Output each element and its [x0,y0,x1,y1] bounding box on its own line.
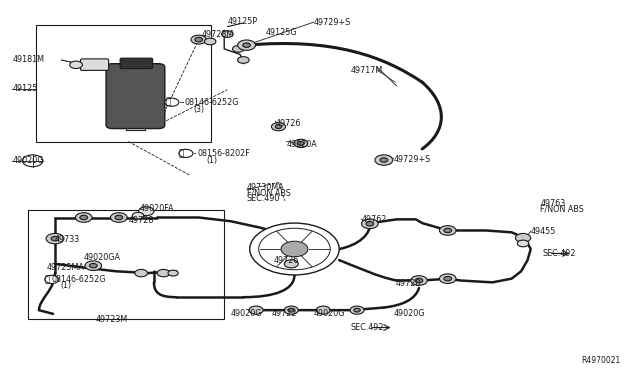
Text: (3): (3) [193,105,205,114]
Text: 49729+S: 49729+S [314,18,351,27]
Text: 49125: 49125 [12,84,38,93]
Circle shape [90,263,97,268]
Text: 49730MA: 49730MA [246,183,284,192]
Text: F/NON ABS: F/NON ABS [246,189,291,198]
Circle shape [111,213,127,222]
Circle shape [132,212,144,219]
Text: 49020G: 49020G [314,310,345,318]
Text: Ⓑ: Ⓑ [166,98,171,107]
Circle shape [243,43,250,47]
Circle shape [288,308,294,312]
Text: 49723M: 49723M [95,315,127,324]
Circle shape [275,125,282,129]
Circle shape [294,139,308,147]
Circle shape [157,269,170,277]
Text: 49733: 49733 [55,235,80,244]
Circle shape [440,274,456,283]
Circle shape [45,275,59,283]
Text: 08156-8202F: 08156-8202F [197,149,250,158]
Text: R4970021: R4970021 [581,356,620,365]
Circle shape [204,38,216,45]
Text: 49020G: 49020G [394,310,425,318]
Text: SEC.492: SEC.492 [351,323,384,332]
Text: 49726: 49726 [275,119,301,128]
Circle shape [51,236,59,241]
Circle shape [22,155,43,167]
Circle shape [237,57,249,63]
Circle shape [139,207,154,216]
Circle shape [375,155,393,165]
Circle shape [517,240,529,247]
Text: 49020G: 49020G [12,156,44,165]
Circle shape [411,276,428,285]
Circle shape [179,149,193,157]
Circle shape [195,37,202,42]
Text: SEC.490: SEC.490 [246,194,280,203]
Circle shape [70,61,83,68]
FancyBboxPatch shape [81,59,109,70]
Text: 49725MA: 49725MA [47,263,84,272]
Text: 08146-6252G: 08146-6252G [184,99,239,108]
Text: (1): (1) [206,155,218,164]
Text: 49020FA: 49020FA [140,205,175,214]
Text: 08146-6252G: 08146-6252G [52,275,106,284]
FancyBboxPatch shape [106,64,165,129]
Text: 49020GA: 49020GA [84,253,121,262]
Circle shape [281,241,308,257]
Circle shape [168,270,178,276]
Text: 49762: 49762 [362,215,387,224]
Text: 49020G: 49020G [230,310,262,318]
Text: F/NON ABS: F/NON ABS [540,205,584,214]
FancyBboxPatch shape [120,58,153,68]
Circle shape [76,213,92,222]
Circle shape [515,234,531,242]
Circle shape [284,306,298,314]
Text: 49717M: 49717M [351,66,383,75]
Circle shape [221,31,233,37]
Circle shape [85,261,102,270]
Circle shape [46,234,64,244]
Circle shape [284,260,298,268]
Text: 49722: 49722 [272,310,298,318]
Text: 49728: 49728 [129,216,154,225]
Circle shape [115,215,123,220]
Circle shape [298,141,304,145]
Text: 49763: 49763 [540,199,566,208]
Circle shape [366,222,374,226]
Text: 49728M: 49728M [202,30,234,39]
Text: 49181M: 49181M [12,55,44,64]
Text: 49726: 49726 [274,256,300,265]
Circle shape [191,35,206,44]
Circle shape [80,215,88,220]
Text: Ⓑ: Ⓑ [44,275,49,284]
Circle shape [237,40,255,50]
Circle shape [354,308,360,312]
Circle shape [415,278,423,283]
Circle shape [380,158,388,162]
Text: 49455: 49455 [531,227,556,236]
Text: 49125P: 49125P [227,17,257,26]
Circle shape [444,228,452,233]
Circle shape [444,276,452,281]
Text: (1): (1) [61,281,72,290]
Text: 49720: 49720 [396,279,420,288]
Text: SEC.492: SEC.492 [542,249,576,258]
Text: Ⓡ: Ⓡ [178,149,184,158]
Circle shape [271,123,285,131]
Circle shape [135,269,148,277]
Circle shape [350,306,364,314]
Circle shape [362,219,378,229]
Circle shape [249,306,263,314]
Circle shape [316,306,330,314]
Text: 49125G: 49125G [266,28,298,37]
Text: 49020A: 49020A [287,140,317,149]
Circle shape [440,226,456,235]
Circle shape [250,223,339,275]
Circle shape [232,45,244,52]
Circle shape [165,98,179,106]
Text: 49729+S: 49729+S [394,155,431,164]
